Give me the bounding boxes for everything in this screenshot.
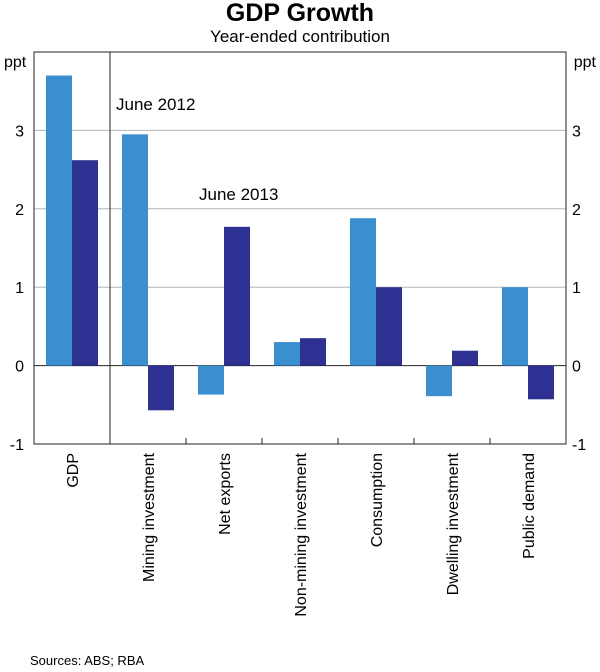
y-tick-label-right: -1	[572, 437, 586, 454]
chart-title: GDP Growth	[226, 0, 374, 27]
y-tick-label-right: 3	[572, 123, 581, 140]
bar	[426, 365, 452, 397]
bar	[72, 160, 98, 366]
y-tick-label-right: 2	[572, 202, 581, 219]
bar	[350, 218, 376, 366]
category-label: Net exports	[217, 453, 234, 535]
y-tick-label-left: 3	[15, 123, 24, 140]
y-tick-label-left: 2	[15, 202, 24, 219]
plot-frame	[33, 51, 567, 445]
bars	[46, 75, 554, 411]
y-tick-label-right: 1	[572, 280, 581, 297]
category-label: Non-mining investment	[293, 452, 310, 616]
category-label: GDP	[65, 453, 82, 488]
bar	[198, 365, 224, 395]
y-tick-label-left: 1	[15, 280, 24, 297]
source-note: Sources: ABS; RBA	[30, 653, 144, 668]
bar	[274, 342, 300, 366]
bar	[452, 350, 478, 366]
category-label: Dwelling investment	[445, 452, 462, 595]
category-label: Consumption	[369, 453, 386, 547]
category-labels: GDP Mining investment Net exports Non-minin…	[65, 452, 538, 616]
legend-june-2012: June 2012	[116, 95, 195, 114]
bar	[502, 287, 528, 366]
legend-june-2013: June 2013	[199, 185, 278, 204]
y-axis-label-right: ppt	[574, 54, 597, 71]
bar	[148, 365, 174, 411]
chart-subtitle: Year-ended contribution	[210, 27, 390, 46]
y-ticks: -1 -1 0 0 1 1 2 2 3 3	[10, 123, 587, 454]
y-axis-label-left: ppt	[4, 54, 27, 71]
bar	[46, 75, 72, 366]
category-label: Mining investment	[141, 452, 158, 582]
y-tick-label-right: 0	[572, 359, 581, 376]
bar	[528, 365, 554, 400]
bar	[376, 287, 402, 366]
bar	[122, 134, 148, 366]
y-tick-label-left: 0	[15, 359, 24, 376]
bar	[224, 226, 250, 366]
bar	[300, 338, 326, 366]
gridlines	[34, 129, 566, 367]
plot-border	[33, 51, 567, 445]
y-tick-label-left: -1	[10, 437, 24, 454]
category-label: Public demand	[521, 453, 538, 559]
